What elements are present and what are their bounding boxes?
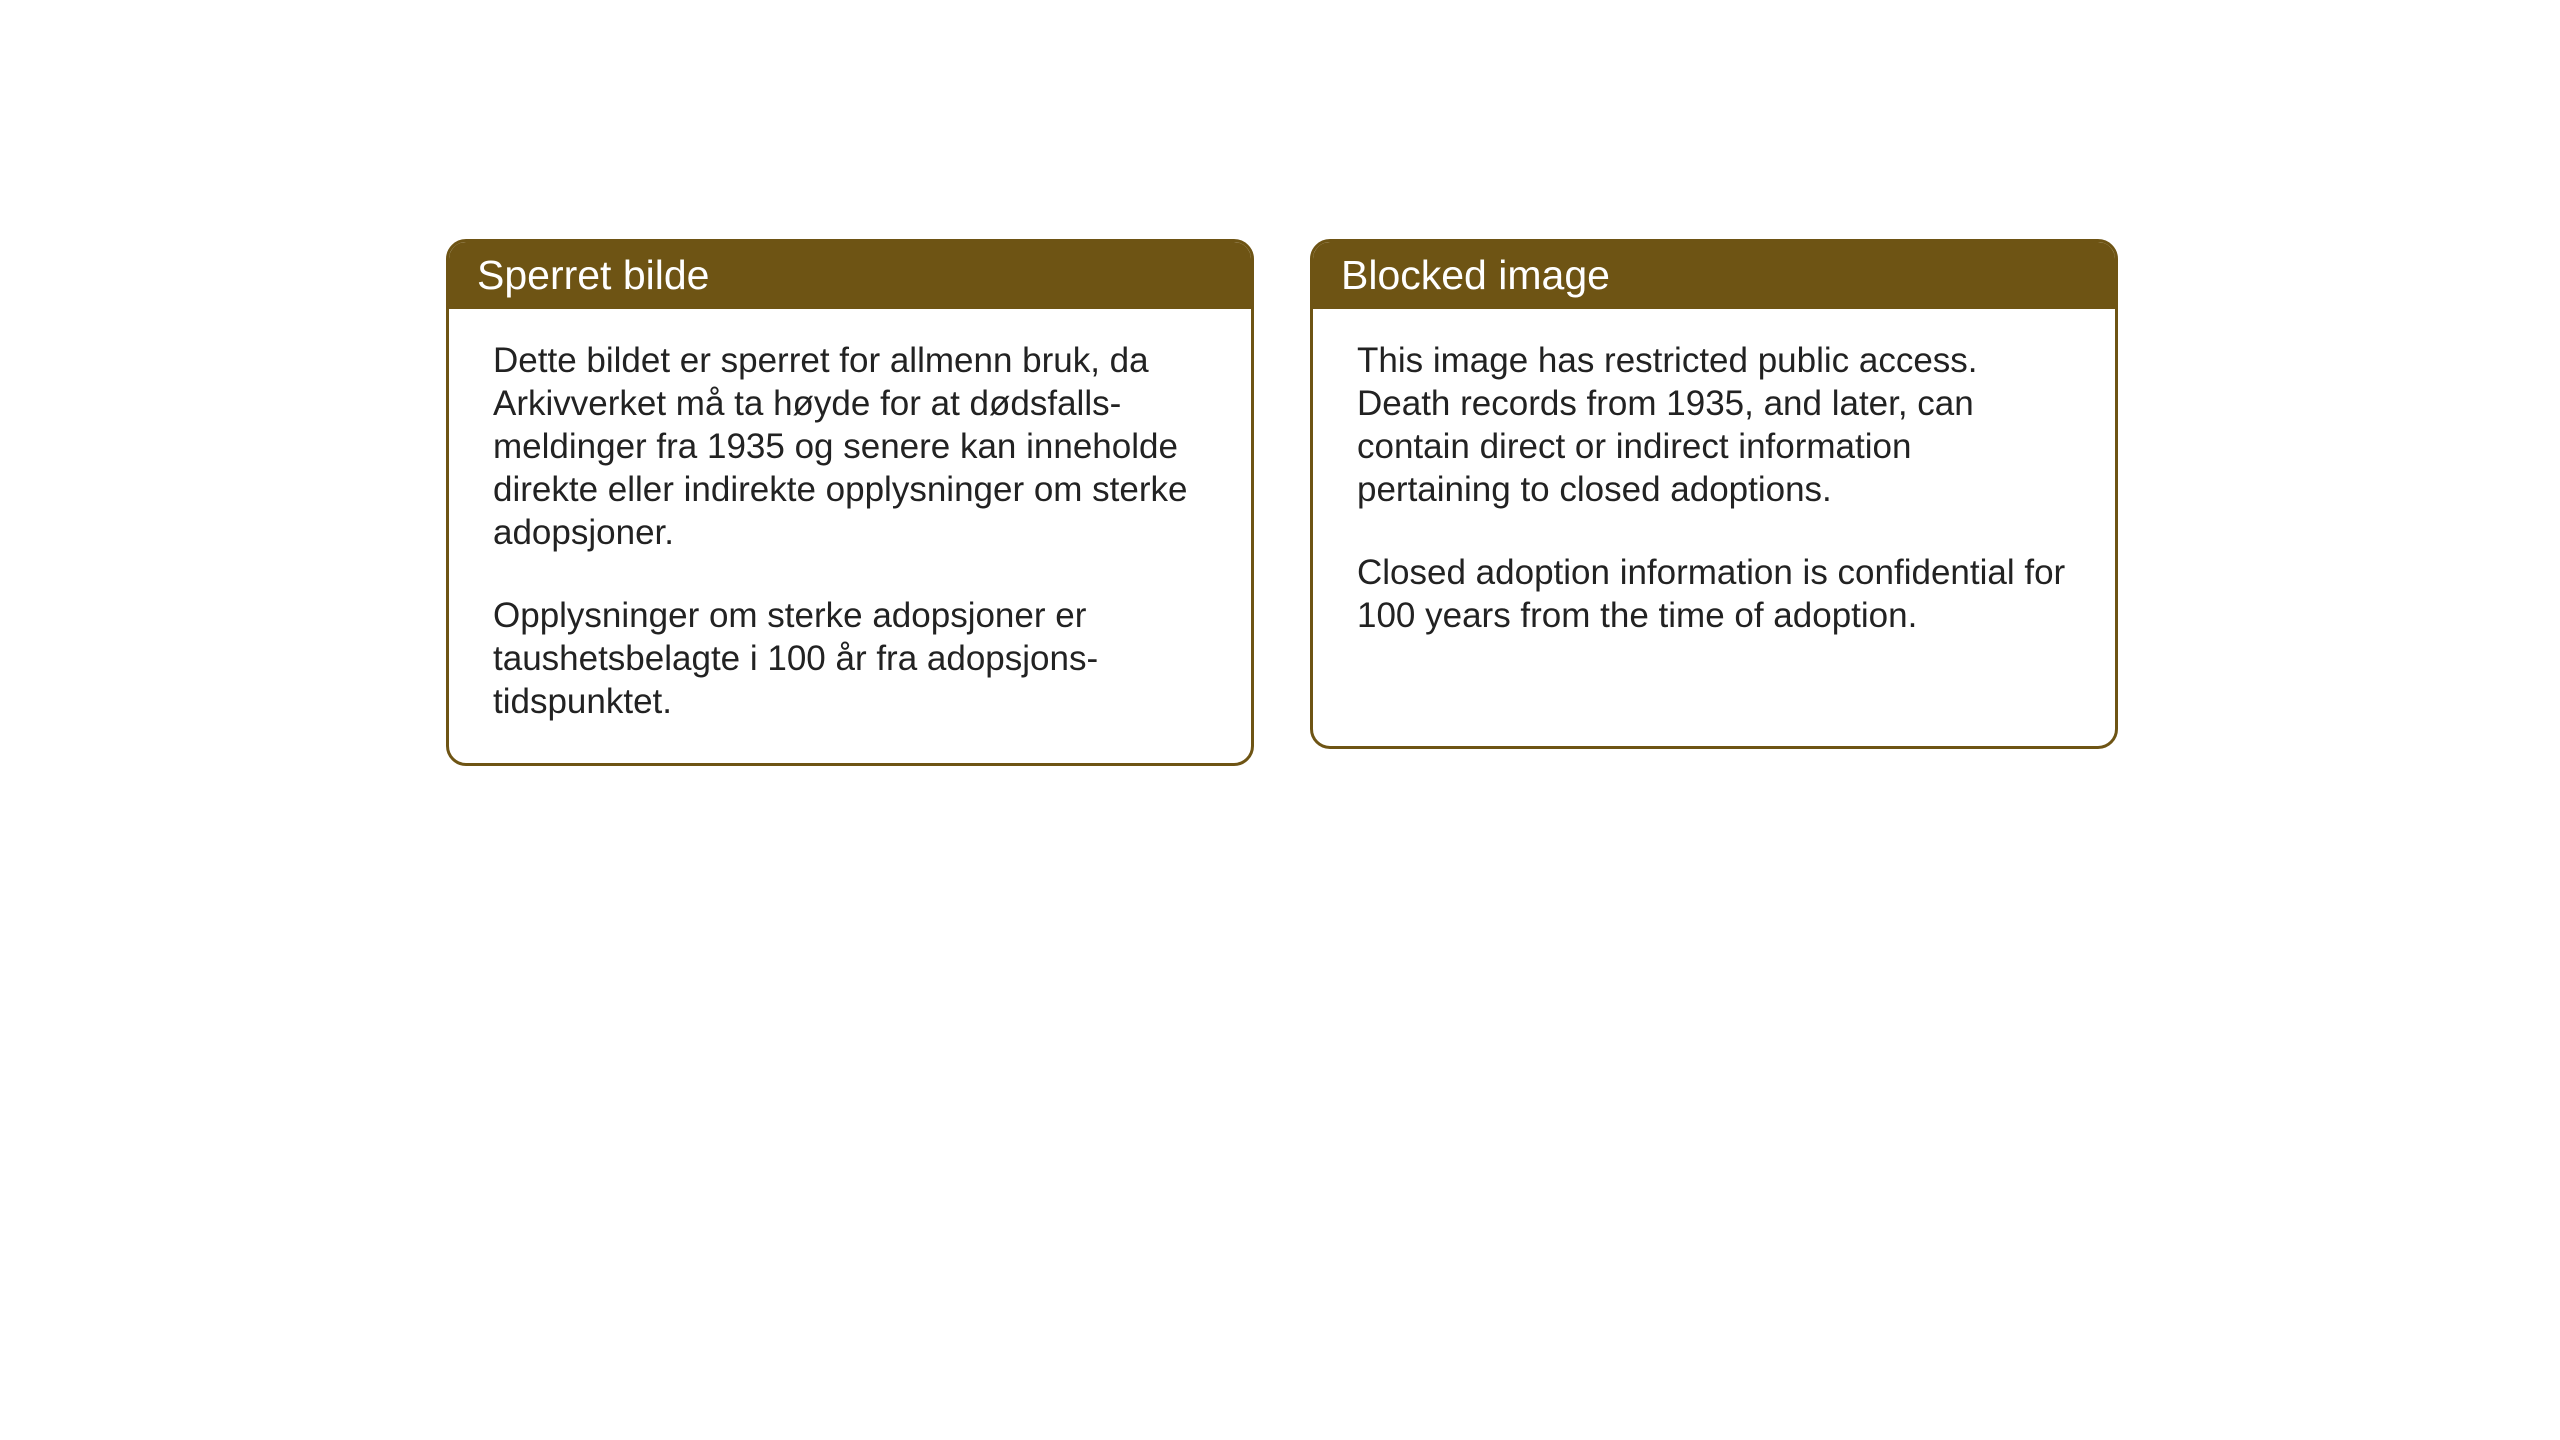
paragraph-english-2: Closed adoption information is confident… [1357,551,2071,637]
card-title-english: Blocked image [1341,252,1610,298]
notice-card-english: Blocked image This image has restricted … [1310,239,2118,749]
paragraph-norwegian-2: Opplysninger om sterke adopsjoner er tau… [493,594,1207,723]
card-header-english: Blocked image [1313,242,2115,309]
notice-card-norwegian: Sperret bilde Dette bildet er sperret fo… [446,239,1254,766]
card-header-norwegian: Sperret bilde [449,242,1251,309]
notice-container: Sperret bilde Dette bildet er sperret fo… [446,239,2118,766]
paragraph-english-1: This image has restricted public access.… [1357,339,2071,511]
card-body-english: This image has restricted public access.… [1313,309,2115,677]
paragraph-norwegian-1: Dette bildet er sperret for allmenn bruk… [493,339,1207,554]
card-title-norwegian: Sperret bilde [477,252,709,298]
card-body-norwegian: Dette bildet er sperret for allmenn bruk… [449,309,1251,763]
